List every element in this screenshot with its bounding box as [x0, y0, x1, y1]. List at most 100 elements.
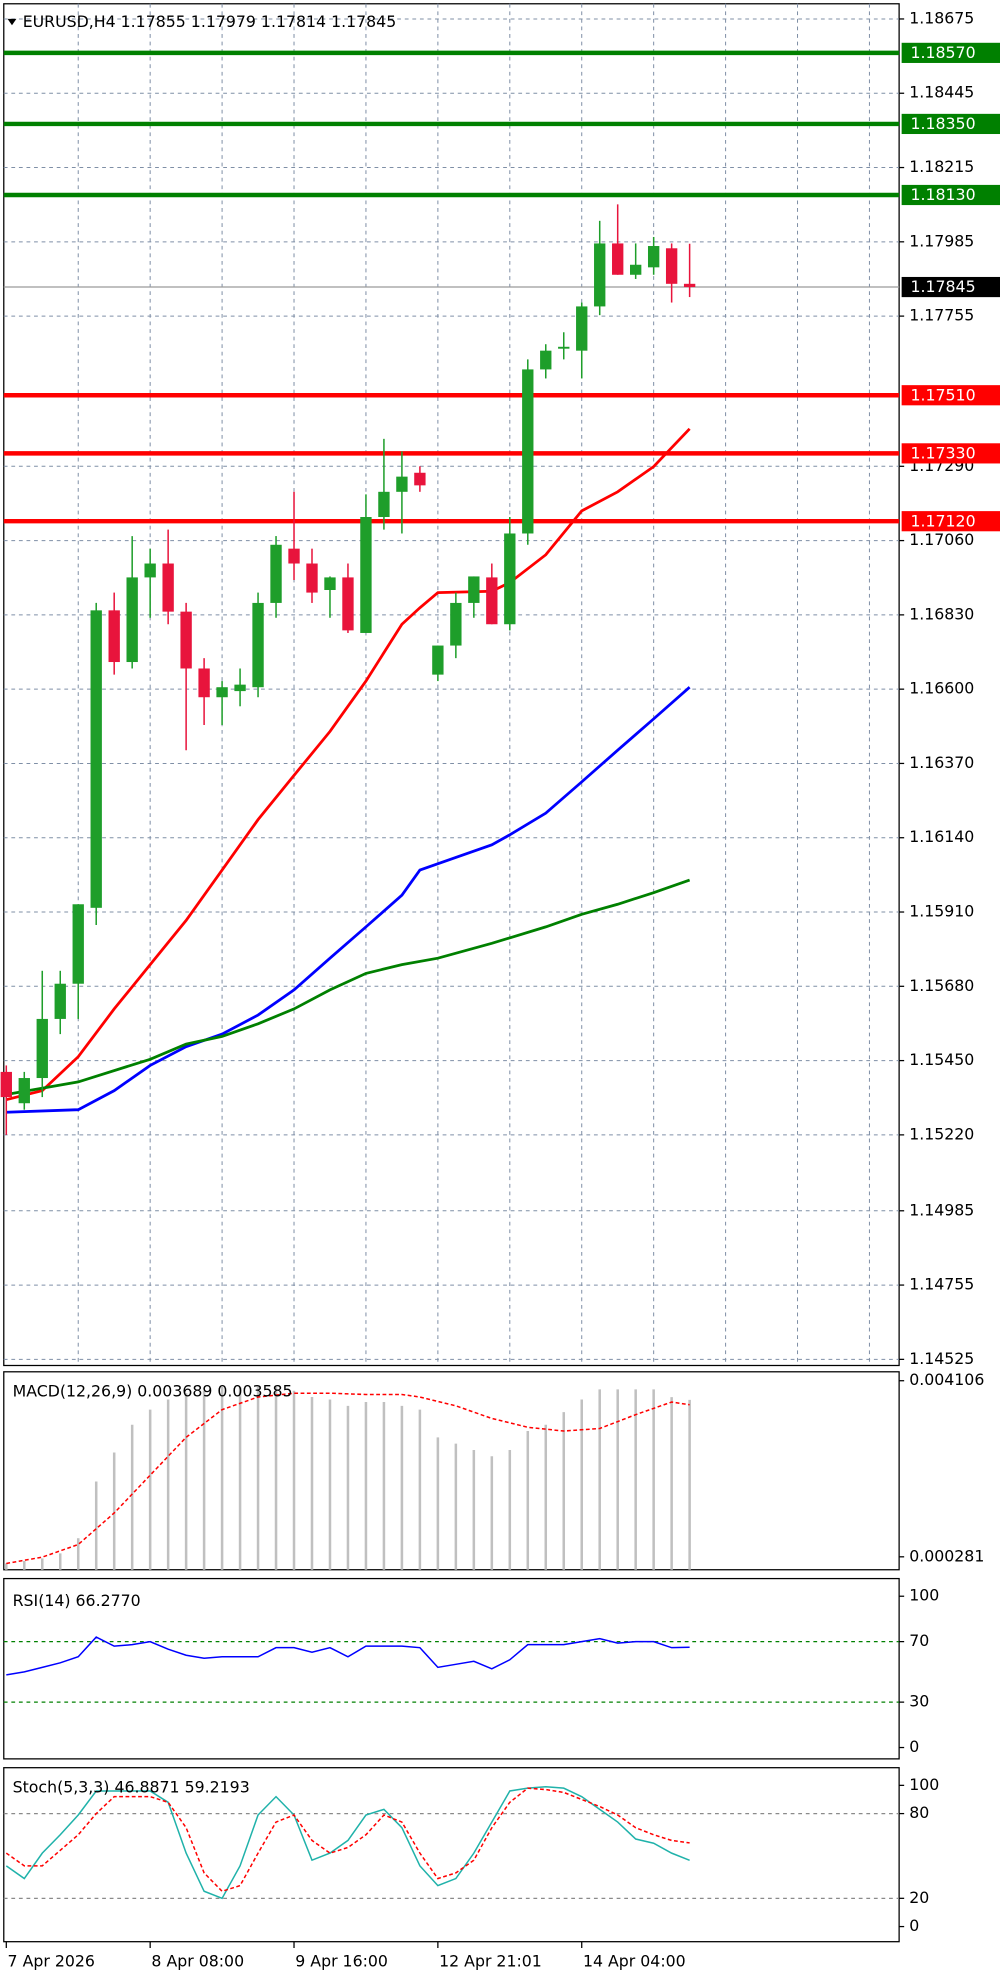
y-tick-label: 1.15680 [909, 976, 974, 995]
candle-body [180, 611, 192, 669]
candle-body [108, 610, 120, 663]
y-tick-label: 1.16140 [909, 827, 974, 846]
labels-layer: 7 Apr 2026 8 Apr 08:00 9 Apr 16:00 12 Apr 2… [5, 8, 1000, 1970]
level-label: 1.18130 [910, 185, 975, 204]
series-line [5, 1787, 690, 1893]
stoch-panel-frame [3, 1767, 900, 1943]
candle-body [324, 577, 336, 591]
candle-body [432, 645, 444, 675]
series-line [5, 1786, 690, 1900]
y-tick-label: 30 [909, 1692, 929, 1711]
candle-body [198, 668, 210, 698]
candle-body [594, 243, 606, 307]
y-tick-label: 80 [909, 1803, 929, 1822]
level-label: 1.17510 [910, 385, 975, 404]
y-tick-label: 1.16830 [909, 604, 974, 623]
candle-body [162, 563, 174, 612]
y-tick-label: 0 [909, 1916, 919, 1935]
candle-body [342, 577, 354, 631]
main-panel-frame [3, 3, 900, 1367]
last-price-label: 1.17845 [910, 277, 975, 296]
candle-body [72, 904, 84, 984]
y-tick-label: 1.18215 [909, 157, 974, 176]
macd-panel-frame [3, 1371, 900, 1571]
candle-body [360, 517, 372, 633]
candle-body [665, 248, 678, 284]
candle-body [36, 1018, 48, 1079]
y-tick-label: 1.16370 [909, 753, 974, 772]
level-label: 1.17330 [910, 444, 975, 463]
candle-body [468, 576, 480, 603]
stoch-title: Stoch(5,3,3) 46.8871 59.2193 [13, 1777, 250, 1796]
candle-body [54, 983, 66, 1019]
y-tick-label: 1.15450 [909, 1050, 974, 1069]
level-label-bg [901, 443, 1000, 464]
level-label-bg [901, 385, 1000, 406]
last-price-bg [901, 276, 1000, 298]
candle-body [558, 346, 570, 349]
candle-body [630, 264, 642, 275]
y-tick-label: 1.17985 [909, 231, 974, 250]
level-label: 1.18350 [910, 114, 975, 133]
candle-body [540, 350, 552, 370]
candle-body [504, 533, 516, 625]
y-tick-label: 1.15220 [909, 1124, 974, 1143]
rsi-title: RSI(14) 66.2770 [13, 1591, 141, 1610]
level-label-bg [901, 42, 1000, 63]
menu-arrow[interactable] [7, 18, 17, 26]
chart-title: EURUSD,H4 1.17855 1.17979 1.17814 1.1784… [23, 12, 397, 31]
series-line [6, 686, 691, 1114]
candle-body [90, 610, 102, 908]
y-tick-label: 20 [909, 1888, 929, 1907]
series-line [5, 427, 691, 1102]
series-line [6, 1636, 690, 1676]
series-line [6, 1392, 690, 1565]
y-tick-label: 100 [909, 1586, 939, 1605]
level-label: 1.18570 [910, 43, 975, 62]
y-tick-label: 1.14755 [909, 1275, 974, 1294]
levels-layer [3, 50, 900, 1899]
y-tick-label: 1.17755 [909, 306, 974, 325]
level-label: 1.17120 [910, 511, 975, 530]
y-tick-label: 1.18675 [909, 8, 974, 27]
candle-body [288, 548, 300, 564]
candle-body [522, 369, 534, 534]
candle-body [450, 602, 462, 646]
y-tick-label: 1.16600 [909, 679, 974, 698]
x-tick-label: 14 Apr 04:00 [583, 1951, 686, 1970]
candle-body [306, 563, 318, 593]
y-tick-label: 1.14525 [909, 1349, 974, 1368]
y-tick-label: 0 [909, 1737, 919, 1756]
candle-body [486, 577, 498, 625]
y-tick-label: 0.000281 [909, 1546, 984, 1565]
series-line [6, 878, 691, 1096]
x-tick-label: 12 Apr 21:01 [439, 1951, 542, 1970]
y-tick-label: 0.004106 [909, 1370, 984, 1389]
candle-body [216, 687, 228, 698]
candle-body [234, 684, 246, 692]
y-tick-label: 1.14985 [909, 1200, 974, 1219]
y-tick-label: 1.17060 [909, 530, 974, 549]
x-tick-label: 9 Apr 16:00 [295, 1951, 388, 1970]
candle-body [144, 563, 156, 578]
candle-body [683, 283, 696, 288]
x-tick-label: 8 Apr 08:00 [151, 1951, 244, 1970]
level-label-bg [901, 511, 1000, 532]
level-label-bg [901, 184, 1000, 206]
y-tick-label: 100 [909, 1775, 939, 1794]
candle-body [414, 472, 426, 486]
level-label-bg [901, 113, 1000, 135]
macd-title: MACD(12,26,9) 0.003689 0.003585 [13, 1381, 293, 1400]
candle-body [252, 602, 264, 688]
candle-body [378, 491, 390, 518]
rsi-panel-frame [3, 1577, 900, 1760]
candle-body [612, 243, 624, 275]
candle-body [576, 306, 588, 351]
candle-body [126, 577, 138, 663]
candle-body [18, 1078, 30, 1104]
candle-body [647, 246, 660, 268]
marks-layer [0, 204, 696, 1900]
